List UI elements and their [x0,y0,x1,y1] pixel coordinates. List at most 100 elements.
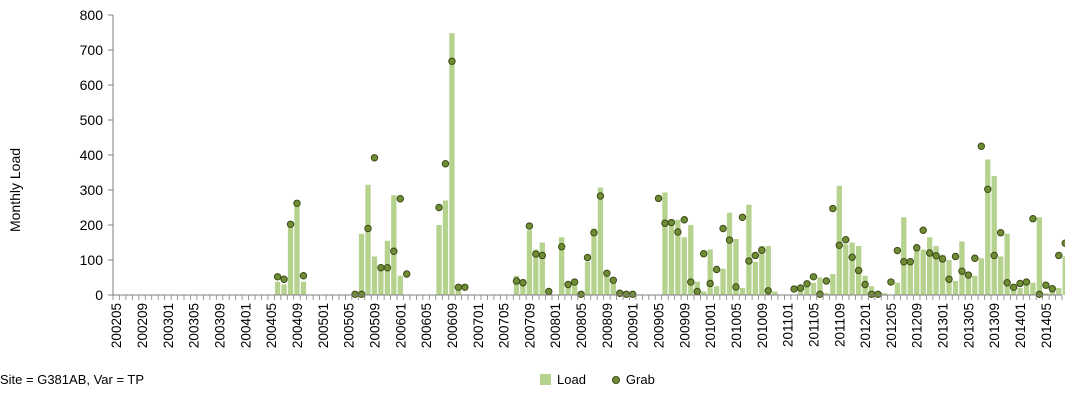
grab-point [577,290,585,298]
grab-point [700,250,708,258]
grab-point [1022,278,1031,286]
grab-point [796,284,805,292]
load-bar [688,225,694,295]
grab-points [273,57,1065,298]
load-bar [765,246,771,295]
load-bar [952,281,959,295]
grab-point [732,283,740,291]
grab-point [751,251,760,260]
grab-point [706,279,714,288]
x-tick-label: 200605 [419,303,434,348]
load-bar [720,268,726,295]
grab-point [461,283,469,291]
load-bar [907,258,913,295]
load-bars [274,33,1065,295]
x-tick-label: 201009 [755,303,770,348]
x-tick-label: 200601 [393,303,408,348]
load-bar [565,284,571,295]
grab-point [919,226,927,234]
grab-point [925,249,934,257]
grab-point [583,253,592,262]
grab-point [893,246,902,255]
load-bar [591,228,597,295]
x-tick-label: 201305 [961,303,976,348]
load-bar [849,242,855,295]
y-tick-label: 400 [80,147,104,163]
x-tick-label: 200505 [342,303,357,348]
grab-point [674,228,682,236]
grab-point [351,290,359,298]
grab-point [719,224,727,233]
load-bar [371,256,378,295]
chart: 0 100 200 300 400 500 600 700 800 200205 200209 200… [7,7,1065,348]
grab-point [842,236,850,244]
x-tick-label: 200205 [109,303,124,348]
load-bar [287,225,294,295]
x-tick-label: 201105 [806,303,821,347]
load-bar [985,159,991,295]
grab-point [357,290,366,298]
grab-point [603,269,611,277]
x-tick-label: 201005 [729,303,744,348]
grab-point [803,280,811,288]
load-bar [804,286,810,295]
load-bar [610,280,616,295]
load-bar [436,225,442,295]
x-tick-label: 200309 [213,303,228,348]
load-legend-label: Load [557,372,586,387]
grab-point [680,216,689,224]
grab-point [1035,290,1044,298]
load-bar [378,267,384,295]
grab-legend-label: Grab [625,372,655,387]
x-tick-label: 200705 [497,303,512,348]
grab-point [687,278,695,286]
grab-point [829,204,837,213]
grab-point [280,275,288,283]
x-tick-label: 200509 [367,303,382,348]
grab-point [441,160,450,168]
grab-point [286,220,295,229]
grab-point [364,224,372,233]
grab-point [512,277,521,285]
x-tick-label: 201209 [910,303,925,348]
load-bar [1017,288,1023,295]
y-tick-label: 600 [80,77,104,93]
load-bar [1004,233,1010,295]
load-bar [294,205,300,295]
x-tick-label: 201401 [1013,303,1028,348]
y-tick-label: 300 [80,182,104,198]
grab-point [971,254,979,262]
load-bar [933,246,939,295]
load-bar [920,249,926,295]
x-tick-label: 201405 [1039,303,1054,348]
grab-point [370,154,379,162]
load-bar [739,288,746,295]
grab-point [964,271,973,279]
grab-point [570,278,579,286]
x-tick-label: 200305 [187,303,202,348]
grab-point [654,194,663,203]
chart-caption: Site = G381AB, Var = TP [0,372,145,387]
load-bar [604,273,610,295]
load-bar [810,282,817,295]
grab-point [867,290,876,298]
grab-point [1029,215,1037,223]
grab-point [377,264,385,272]
x-tick-label: 201001 [703,303,718,348]
load-bar [998,256,1004,295]
grab-point [951,252,960,261]
grab-point [293,199,301,208]
grab-point [932,252,940,260]
load-bar [817,277,823,295]
x-tick-label: 200805 [574,303,589,348]
grab-legend-marker [611,375,620,384]
grab-point [764,287,772,295]
grab-point [596,192,605,200]
grab-point [403,270,411,278]
load-bar [726,212,733,295]
load-bar [681,237,687,295]
load-bar [675,219,681,295]
load-bar [713,286,720,295]
axes: 0 100 200 300 400 500 600 700 800 200205 200209 200… [80,7,1063,348]
load-bar [830,274,836,295]
